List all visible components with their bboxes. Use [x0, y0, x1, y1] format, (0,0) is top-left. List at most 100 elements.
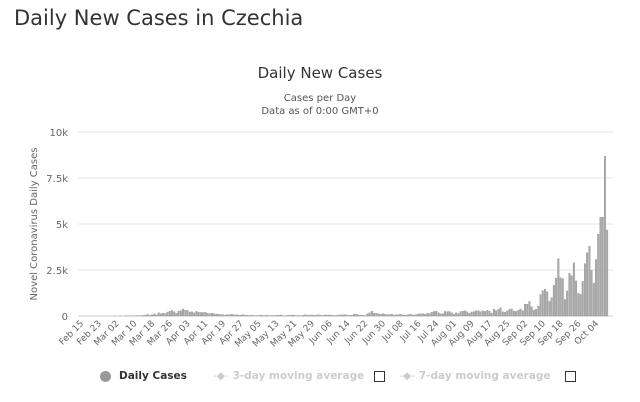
- bar: [510, 308, 513, 317]
- bar: [453, 314, 455, 317]
- y-tick-label: 0: [62, 312, 68, 323]
- bar: [213, 313, 216, 317]
- bar: [486, 310, 489, 317]
- bar: [293, 315, 296, 317]
- line-marker-icon: -◆-: [399, 370, 415, 382]
- bar: [237, 314, 240, 317]
- bar: [461, 311, 464, 317]
- legend: Daily Cases -◆- 3-day moving average -◆-…: [100, 370, 590, 382]
- bar: [481, 310, 484, 317]
- legend-7day-average[interactable]: -◆- 7-day moving average: [399, 370, 550, 382]
- bar: [457, 313, 460, 317]
- bar: [339, 314, 342, 317]
- bar: [470, 311, 473, 317]
- bar: [390, 314, 393, 317]
- bar: [586, 252, 589, 317]
- bar: [219, 314, 222, 317]
- legend-label: Daily Cases: [119, 370, 187, 382]
- bar: [524, 303, 526, 317]
- bar: [270, 315, 273, 317]
- bar: [202, 312, 205, 317]
- bar: [583, 263, 586, 317]
- bar: [162, 313, 165, 317]
- bar: [337, 314, 340, 317]
- bar: [177, 310, 180, 317]
- bar: [308, 315, 311, 317]
- bar: [168, 311, 171, 317]
- bar: [171, 310, 173, 317]
- bar: [555, 277, 558, 317]
- bar: [430, 312, 433, 317]
- bar: [333, 315, 336, 317]
- bar: [248, 315, 251, 317]
- bar: [588, 246, 591, 317]
- bar: [435, 310, 438, 317]
- legend-daily-cases[interactable]: Daily Cases: [100, 370, 187, 382]
- bar: [164, 313, 167, 317]
- bar: [446, 311, 449, 317]
- chart-subtitle-1: Cases per Day: [283, 93, 357, 104]
- bar: [479, 311, 482, 317]
- bar: [404, 315, 407, 317]
- bar: [324, 314, 327, 317]
- line-marker-icon: -◆-: [212, 370, 229, 382]
- bar: [231, 314, 233, 317]
- y-axis-title: Novel Coronavirus Daily Cases: [29, 148, 40, 301]
- y-tick-label: 10k: [49, 128, 68, 139]
- bar: [572, 262, 575, 317]
- bar: [455, 312, 458, 317]
- bar: [568, 272, 571, 317]
- y-tick-label: 5k: [56, 220, 68, 231]
- bar: [173, 311, 176, 317]
- bar: [153, 313, 156, 317]
- bar: [466, 311, 469, 317]
- bar: [246, 315, 249, 317]
- bar: [601, 217, 604, 317]
- bar: [381, 313, 384, 317]
- bar: [359, 315, 362, 317]
- bar: [286, 315, 289, 317]
- bar: [375, 313, 378, 317]
- bar: [146, 314, 149, 317]
- checkbox-7day[interactable]: [564, 370, 576, 382]
- bar: [235, 314, 238, 317]
- bar: [384, 314, 387, 317]
- bar: [477, 310, 480, 317]
- bar: [226, 314, 229, 317]
- bar: [544, 289, 546, 317]
- bar: [175, 313, 178, 317]
- bar: [497, 309, 500, 317]
- bar: [244, 314, 247, 317]
- bar: [419, 313, 422, 317]
- bar: [408, 314, 411, 317]
- bar: [448, 311, 451, 317]
- bar: [426, 313, 429, 317]
- bar: [450, 312, 453, 317]
- bar: [592, 283, 595, 317]
- bar: [515, 311, 518, 317]
- bar: [581, 281, 584, 317]
- bar: [368, 312, 371, 317]
- bar: [590, 270, 593, 317]
- bar: [499, 307, 502, 317]
- bar: [492, 309, 495, 317]
- bar: [439, 313, 442, 317]
- circle-icon: [100, 370, 111, 382]
- bar: [199, 312, 202, 317]
- bar: [424, 314, 427, 317]
- bar: [561, 278, 564, 317]
- bar: [204, 311, 207, 317]
- bar: [322, 315, 324, 317]
- bar: [512, 310, 515, 317]
- bar: [370, 311, 373, 317]
- bar: [306, 314, 309, 317]
- bar: [304, 314, 307, 317]
- bar: [302, 315, 304, 317]
- bar: [250, 315, 253, 317]
- bar: [357, 314, 360, 317]
- checkbox-3day[interactable]: [374, 370, 386, 382]
- bar: [361, 315, 364, 317]
- bar: [353, 314, 356, 317]
- legend-3day-average[interactable]: -◆- 3-day moving average: [213, 370, 364, 382]
- bar: [242, 314, 245, 317]
